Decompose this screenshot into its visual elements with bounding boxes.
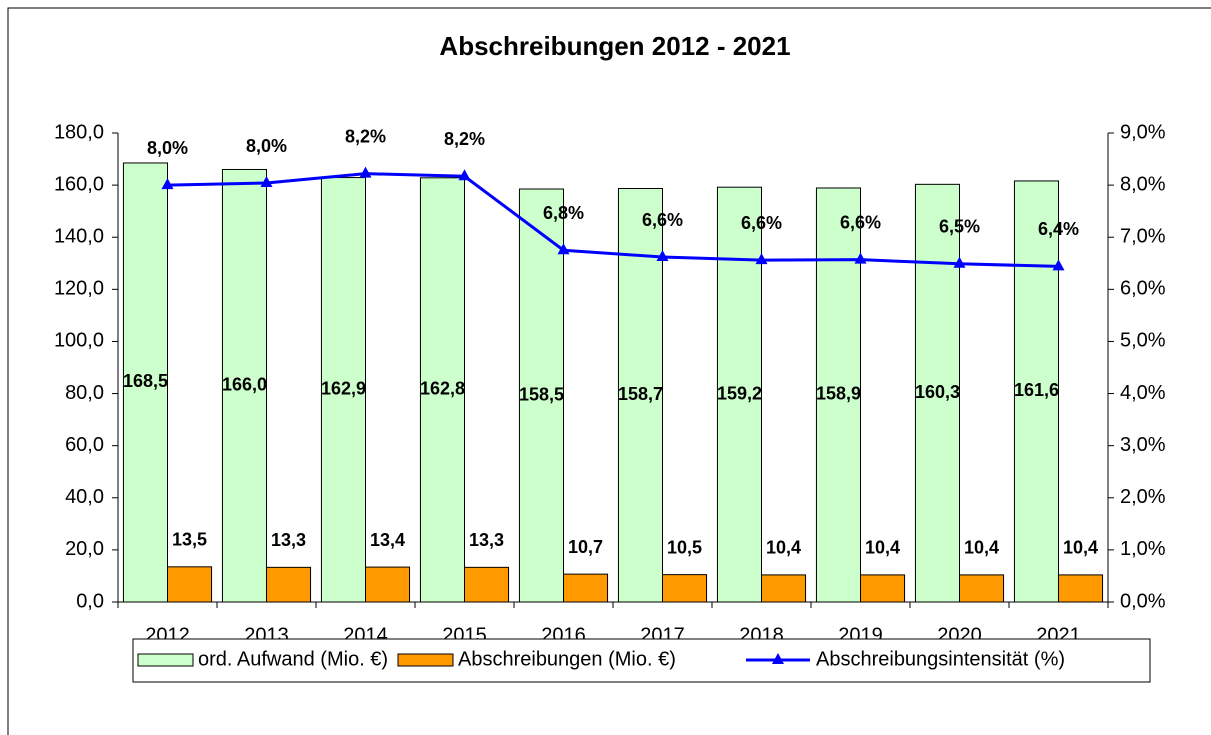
legend-swatch (772, 653, 784, 664)
data-label: 162,8 (420, 379, 465, 399)
legend-swatch (137, 653, 194, 667)
y2-tick-label: 3,0% (1120, 434, 1166, 456)
data-label: 10,4 (865, 538, 900, 558)
data-label: 159,2 (717, 383, 762, 403)
bar (122, 162, 168, 603)
data-label: 6,6% (642, 210, 683, 230)
marker (260, 176, 273, 188)
y2-tick-label: 1,0% (1120, 538, 1166, 560)
data-label: 13,4 (370, 530, 405, 550)
bar (221, 168, 268, 603)
data-label: 10,5 (667, 537, 702, 557)
bar (563, 573, 609, 603)
y-tick-label: 100,0 (54, 330, 104, 352)
y-tick-label: 120,0 (54, 278, 104, 300)
data-label: 8,2% (444, 129, 485, 149)
data-label: 13,3 (271, 530, 306, 550)
marker (161, 178, 174, 190)
data-label: 10,4 (766, 538, 801, 558)
y2-tick-label: 2,0% (1120, 486, 1166, 508)
bar (365, 566, 411, 603)
data-label: 10,4 (964, 538, 999, 558)
bar (815, 187, 862, 603)
y2-tick-label: 0,0% (1120, 590, 1166, 612)
bar (518, 188, 565, 603)
chart-title: Abschreibungen 2012 - 2021 (439, 31, 790, 61)
data-label: 161,6 (1014, 380, 1059, 400)
bar (464, 566, 510, 603)
data-label: 158,7 (618, 384, 663, 404)
legend-box (132, 638, 1151, 683)
y-tick-label: 180,0 (54, 121, 104, 143)
bar (167, 566, 213, 603)
bar (266, 566, 312, 603)
data-label: 158,5 (519, 384, 564, 404)
marker (1052, 259, 1065, 271)
data-label: 6,5% (939, 217, 980, 237)
y-tick-label: 140,0 (54, 226, 104, 248)
bar (761, 574, 807, 603)
legend-label: Abschreibungsintensität (%) (816, 648, 1065, 670)
bar (959, 574, 1005, 603)
y2-tick-label: 9,0% (1120, 121, 1166, 143)
bar (1013, 180, 1060, 603)
bar (1058, 574, 1104, 603)
marker (359, 166, 372, 178)
data-label: 6,4% (1038, 219, 1079, 239)
bar (860, 574, 906, 603)
data-label: 166,0 (222, 374, 267, 394)
marker (557, 243, 570, 255)
data-label: 162,9 (321, 379, 366, 399)
bar (716, 186, 763, 603)
y-tick-label: 20,0 (65, 538, 104, 560)
chart-border (7, 7, 1211, 735)
y2-tick-label: 5,0% (1120, 330, 1166, 352)
bar (914, 183, 961, 603)
data-label: 13,5 (172, 530, 207, 550)
y2-tick-label: 8,0% (1120, 173, 1166, 195)
data-label: 13,3 (469, 530, 504, 550)
data-label: 158,9 (816, 384, 861, 404)
bar (662, 574, 708, 603)
y2-tick-label: 7,0% (1120, 226, 1166, 248)
data-label: 6,8% (543, 203, 584, 223)
legend-swatch (397, 653, 454, 667)
marker (755, 253, 768, 265)
legend-label: ord. Aufwand (Mio. €) (198, 648, 388, 670)
y-tick-label: 160,0 (54, 173, 104, 195)
y-tick-label: 60,0 (65, 434, 104, 456)
data-label: 160,3 (915, 382, 960, 402)
marker (854, 252, 867, 264)
data-label: 10,4 (1063, 538, 1098, 558)
y2-tick-label: 4,0% (1120, 382, 1166, 404)
data-label: 8,0% (147, 138, 188, 158)
bar (320, 177, 367, 603)
y-tick-label: 0,0 (76, 590, 104, 612)
data-label: 8,2% (345, 126, 386, 146)
y-tick-label: 40,0 (65, 486, 104, 508)
data-label: 10,7 (568, 537, 603, 557)
data-label: 8,0% (246, 136, 287, 156)
y-tick-label: 80,0 (65, 382, 104, 404)
marker (953, 256, 966, 268)
data-label: 6,6% (840, 212, 881, 232)
bar (419, 177, 466, 603)
marker (458, 169, 471, 181)
legend-label: Abschreibungen (Mio. €) (458, 648, 676, 670)
data-label: 6,6% (741, 213, 782, 233)
marker (656, 250, 669, 262)
y2-tick-label: 6,0% (1120, 278, 1166, 300)
data-label: 168,5 (123, 371, 168, 391)
line (167, 172, 1059, 268)
